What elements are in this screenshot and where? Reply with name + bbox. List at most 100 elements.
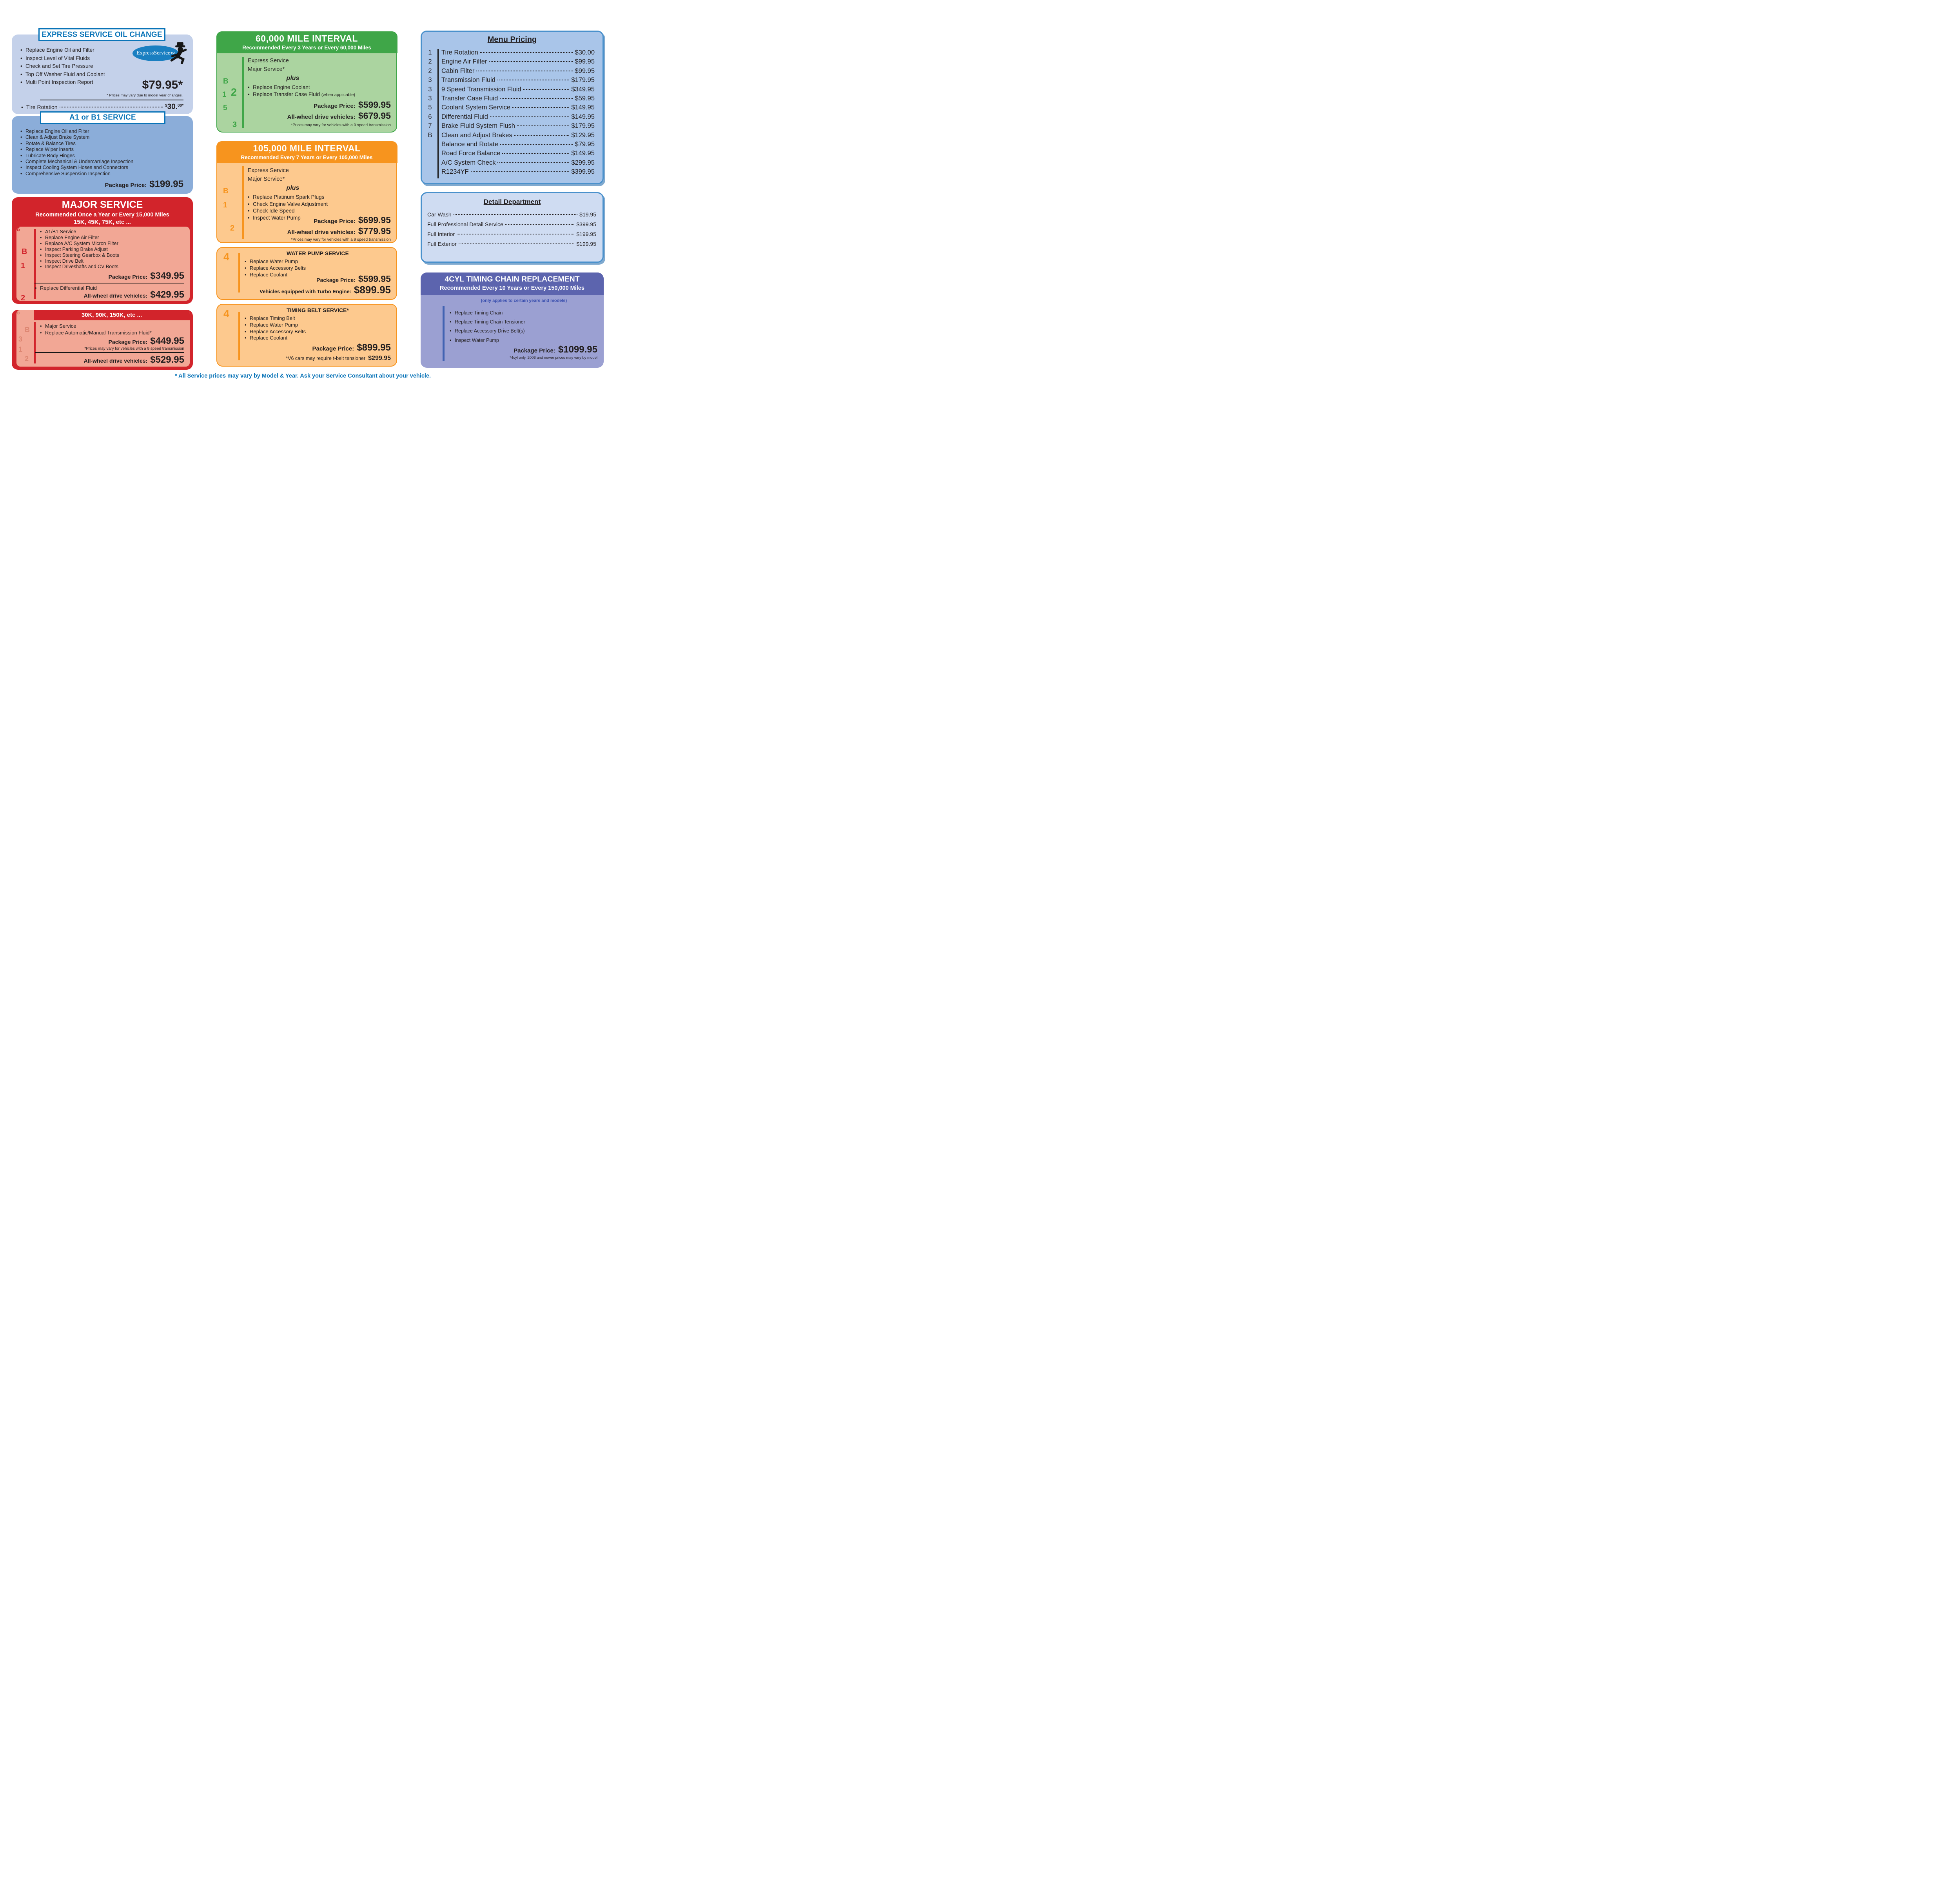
service-code: B <box>223 77 229 85</box>
major-service-panel: MAJOR SERVICE Recommended Once a Year or… <box>12 197 193 304</box>
list-item: Inspect Driveshafts and CV Boots <box>40 264 119 270</box>
list-item: Replace Water Pump <box>245 322 391 329</box>
major-service-subtitle: Recommended Once a Year or Every 15,000 … <box>35 212 169 218</box>
water-pump-panel: 4 WATER PUMP SERVICE Replace Water PumpR… <box>216 247 397 300</box>
divider-bar <box>238 312 240 360</box>
105k-interval-panel: 105,000 MILE INTERVAL Recommended Every … <box>216 141 397 243</box>
60k-items: Replace Engine Coolant Replace Transfer … <box>248 84 391 98</box>
express-service-logo: ExpressService TM <box>132 42 187 64</box>
detail-row-price: $399.95 <box>576 221 596 227</box>
major-service-items: A1/B1 ServiceReplace Engine Air FilterRe… <box>40 229 119 270</box>
service-code: 2 <box>231 86 237 98</box>
express-price: $79.95* <box>142 78 183 91</box>
timing-chain-package-row: Package Price: $1099.95 <box>514 344 597 355</box>
timing-belt-title: TIMING BELT SERVICE* <box>287 307 349 313</box>
water-pump-items: Replace Water PumpReplace Accessory Belt… <box>245 258 391 278</box>
detail-row: Car Wash $19.95 <box>427 211 596 221</box>
menu-row: 3 Transfer Case Fluid $59.95 <box>425 95 595 104</box>
30k-note: *Prices may vary for vehicles with a 9 s… <box>84 347 184 351</box>
major-service-schedule: 15K, 45K, 75K, etc ... <box>74 219 131 225</box>
detail-rows: Car Wash $19.95 Full Professional Detail… <box>427 211 596 251</box>
menu-row-code: 3 <box>428 85 432 93</box>
dot-leader <box>502 153 570 154</box>
service-code: 5 <box>223 104 227 112</box>
list-item: Multi Point Inspection Report <box>20 78 105 87</box>
service-code: 6 <box>16 310 20 316</box>
detail-department-panel: Detail Department Car Wash $19.95 Full P… <box>421 192 604 263</box>
menu-row-price: $179.95 <box>571 122 595 130</box>
timing-chain-title: 4CYL TIMING CHAIN REPLACEMENT <box>445 275 580 283</box>
dot-leader <box>523 89 570 90</box>
list-item: Inspect Water Pump <box>248 215 391 222</box>
menu-row: A/C System Check $299.95 <box>425 159 595 168</box>
water-turbo-row: Vehicles equipped with Turbo Engine: $89… <box>260 284 391 296</box>
60k-interval-panel: 60,000 MILE INTERVAL Recommended Every 3… <box>216 31 397 133</box>
dot-leader <box>453 214 578 215</box>
divider-bar <box>238 253 240 292</box>
service-code: B <box>22 247 27 256</box>
menu-row: Road Force Balance $149.95 <box>425 150 595 159</box>
dot-leader <box>480 52 573 53</box>
timing-belt-package-row: Package Price: $899.95 <box>312 342 391 353</box>
list-item: Major Service* <box>248 66 285 73</box>
menu-row-label: 9 Speed Transmission Fluid <box>441 85 521 93</box>
30k-service-panel: 30K, 90K, 150K, etc ... B3 12 6 Major Serv… <box>12 310 193 370</box>
105k-title: 105,000 MILE INTERVAL <box>253 143 361 153</box>
divider-bar <box>437 49 439 178</box>
menu-row-price: $79.95 <box>575 140 595 148</box>
timing-belt-content: TIMING BELT SERVICE* Replace Timing Belt… <box>245 307 391 342</box>
plus-label: plus <box>286 75 299 82</box>
menu-row: 6 Differential Fluid $149.95 <box>425 113 595 122</box>
list-item: Major Service* <box>248 176 285 182</box>
a1-b1-service-panel: A1 or B1 SERVICE Replace Engine Oil and … <box>12 111 193 194</box>
60k-package-row: Package Price: $599.95 <box>314 100 391 110</box>
express-price-note: * Prices may vary due to model year chan… <box>107 93 183 98</box>
a1-b1-title: A1 or B1 SERVICE <box>40 111 165 124</box>
105k-header <box>216 141 397 163</box>
list-item: Replace Wiper Inserts <box>20 147 133 153</box>
timing-chain-footnote: *4cyl only. 2006 and newer prices may va… <box>510 356 597 360</box>
60k-awd-row: All-wheel drive vehicles: $679.95 <box>287 111 391 121</box>
menu-row: 5 Coolant System Service $149.95 <box>425 104 595 113</box>
menu-row-code: 1 <box>428 49 432 56</box>
105k-note: *Prices may vary for vehicles with a 9 s… <box>291 238 391 242</box>
list-item: Replace Automatic/Manual Transmission Fl… <box>40 329 152 336</box>
dot-leader <box>470 171 570 173</box>
service-code: 1 <box>21 262 25 270</box>
dot-leader <box>500 144 573 145</box>
menu-row-label: Clean and Adjust Brakes <box>441 131 512 139</box>
divider-bar <box>443 306 445 361</box>
60k-header <box>216 31 397 53</box>
list-item: Replace Transfer Case Fluid (when applic… <box>248 91 391 98</box>
list-item: Top Off Washer Fluid and Coolant <box>20 71 105 79</box>
express-service-title: EXPRESS SERVICE OIL CHANGE <box>38 28 165 41</box>
dot-leader <box>500 98 573 99</box>
60k-title: 60,000 MILE INTERVAL <box>256 33 358 44</box>
dot-leader <box>517 125 570 127</box>
menu-row-price: $149.95 <box>571 113 595 120</box>
menu-row-label: Differential Fluid <box>441 113 488 120</box>
menu-row-code: 7 <box>428 122 432 130</box>
dot-leader <box>489 61 573 62</box>
menu-row-label: Brake Fluid System Flush <box>441 122 515 130</box>
60k-subtitle: Recommended Every 3 Years or Every 60,00… <box>242 45 371 51</box>
express-service-logo-oval: ExpressService TM <box>132 45 179 61</box>
timing-chain-header <box>421 272 604 295</box>
list-item: Replace Timing Belt <box>245 315 391 322</box>
running-man-icon <box>170 42 187 64</box>
divider-bar <box>34 322 36 363</box>
tire-rotation-label: Tire Rotation <box>21 104 58 110</box>
menu-row: R1234YF $399.95 <box>425 168 595 177</box>
menu-row-label: R1234YF <box>441 168 469 176</box>
menu-row-price: $299.95 <box>571 159 595 166</box>
menu-row-price: $99.95 <box>575 58 595 65</box>
water-pump-content: WATER PUMP SERVICE Replace Water PumpRep… <box>245 250 391 278</box>
water-package-row: Package Price: $599.95 <box>316 274 391 284</box>
major-service-content: B 1 2 6 A1/B1 ServiceReplace Engine Air Fil… <box>16 227 190 302</box>
menu-row-price: $149.95 <box>571 150 595 157</box>
dot-leader <box>512 107 570 108</box>
menu-row: 3 Transmission Fluid $179.95 <box>425 76 595 85</box>
menu-row-label: A/C System Check <box>441 159 496 166</box>
60k-note: *Prices may vary for vehicles with a 9 s… <box>291 123 391 127</box>
list-item: Replace Engine Air Filter <box>40 235 119 241</box>
